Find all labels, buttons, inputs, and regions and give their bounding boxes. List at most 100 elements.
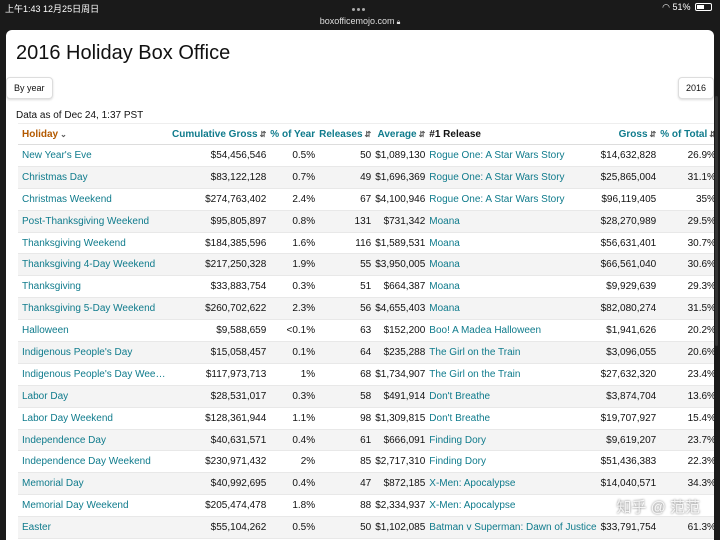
gross-cell: $1,941,626 [598,319,659,343]
holiday-link[interactable]: Christmas Day [18,166,170,189]
top-release-link[interactable]: Moana [427,210,599,233]
releases-cell: 47 [317,472,374,496]
gross-cell: $82,080,274 [598,297,659,321]
holiday-link[interactable]: Memorial Day Weekend [18,494,170,518]
average-cell: $1,589,531 [373,232,428,255]
column-header-holiday[interactable]: Holiday ⌄ [18,123,170,145]
percent-total-cell: 26.9% [658,144,714,167]
cumulative-gross-cell: $274,763,402 [170,188,269,211]
gross-cell: $3,874,704 [598,385,659,408]
average-cell: $152,200 [373,319,428,343]
cumulative-gross-cell: $55,104,262 [170,516,269,540]
cumulative-gross-cell: $117,973,713 [170,363,269,386]
cumulative-gross-cell: $15,058,457 [170,341,269,364]
table-row: Post-Thanksgiving Weekend $95,805,897 0.8%… [18,210,714,233]
top-release-link[interactable]: X-Men: Apocalypse [427,472,599,496]
holiday-link[interactable]: Thanksgiving [18,275,170,299]
cumulative-gross-cell: $40,992,695 [170,472,269,496]
top-release-link[interactable]: Finding Dory [427,429,599,452]
table-row: Independence Day $40,631,571 0.4% 61 $666,09… [18,429,714,452]
holiday-link[interactable]: Halloween [18,319,170,343]
holiday-link[interactable]: Christmas Weekend [18,188,170,211]
holiday-link[interactable]: Indigenous People's Day Weekend [18,363,170,386]
table-row: Memorial Day Weekend $205,474,478 1.8% 88 $2… [18,494,714,518]
top-release-link[interactable]: Moana [427,232,599,255]
percent-total-cell: 29.3% [658,275,714,299]
table-row: Thanksgiving 4-Day Weekend $217,250,328 1.… [18,253,714,277]
holiday-link[interactable]: New Year's Eve [18,144,170,167]
releases-cell: 49 [317,166,374,189]
average-cell: $2,717,310 [373,450,428,474]
column-header-percent-year[interactable]: % of Year [268,123,318,145]
gross-cell: $96,119,405 [598,188,659,211]
column-header-gross[interactable]: Gross ⇵ [598,123,659,145]
holiday-link[interactable]: Labor Day Weekend [18,407,170,430]
column-header-releases[interactable]: Releases ⇵ [317,123,374,145]
holiday-link[interactable]: Thanksgiving 5-Day Weekend [18,297,170,321]
percent-year-cell: 0.7% [268,166,318,189]
releases-cell: 68 [317,363,374,386]
battery-icon [695,3,712,11]
column-header-cumulative-gross[interactable]: Cumulative Gross ⇵ [170,123,269,145]
top-release-link[interactable]: Don't Breathe [427,407,599,430]
average-cell: $235,288 [373,341,428,364]
percent-total-cell: 34.3% [658,472,714,496]
gross-cell: $28,270,989 [598,210,659,233]
url-bar[interactable]: boxofficemojo.com 🔒︎ [0,16,720,30]
holiday-link[interactable]: Thanksgiving Weekend [18,232,170,255]
watermark: 知乎 @ 范范 [616,499,700,516]
percent-year-cell: 0.1% [268,341,318,364]
column-header-percent-total[interactable]: % of Total ⇵ [658,123,714,145]
gross-cell: $19,707,927 [598,407,659,430]
table-row: Thanksgiving 5-Day Weekend $260,702,622 2.… [18,297,714,321]
top-release-link[interactable]: Don't Breathe [427,385,599,408]
percent-year-cell: 0.4% [268,429,318,452]
table-row: Easter $55,104,262 0.5% 50 $1,102,085 Batman … [18,516,714,540]
top-release-link[interactable]: The Girl on the Train [427,341,599,364]
page-title: 2016 Holiday Box Office [16,42,231,64]
by-year-button[interactable]: By year [6,77,53,99]
year-select[interactable]: 2016 [677,77,714,99]
top-release-link[interactable]: The Girl on the Train [427,363,599,386]
percent-total-cell: 61.3% [658,516,714,540]
top-release-link[interactable]: Moana [427,297,599,321]
top-release-link[interactable]: Rogue One: A Star Wars Story [427,188,599,211]
gross-cell: $9,929,639 [598,275,659,299]
column-header-average[interactable]: Average ⇵ [373,123,428,145]
holiday-link[interactable]: Post-Thanksgiving Weekend [18,210,170,233]
top-release-link[interactable]: X-Men: Apocalypse [427,494,599,518]
percent-year-cell: 1.6% [268,232,318,255]
top-release-link[interactable]: Batman v Superman: Dawn of Justice [427,516,599,540]
top-release-link[interactable]: Rogue One: A Star Wars Story [427,144,599,167]
holiday-link[interactable]: Independence Day [18,429,170,452]
top-release-link[interactable]: Rogue One: A Star Wars Story [427,166,599,189]
page: 2016 Holiday Box Office By year 2016 Dat… [6,30,714,540]
holiday-table: Holiday ⌄ Cumulative Gross ⇵ % of Year Rel… [18,123,714,540]
holiday-link[interactable]: Thanksgiving 4-Day Weekend [18,253,170,277]
tab-dots-icon[interactable] [352,3,370,11]
releases-cell: 131 [317,210,374,233]
holiday-link[interactable]: Easter [18,516,170,540]
top-release-link[interactable]: Moana [427,275,599,299]
top-release-link[interactable]: Moana [427,253,599,277]
average-cell: $1,309,815 [373,407,428,430]
holiday-link[interactable]: Labor Day [18,385,170,408]
top-release-link[interactable]: Boo! A Madea Halloween [427,319,599,343]
average-cell: $1,734,907 [373,363,428,386]
cumulative-gross-cell: $217,250,328 [170,253,269,277]
percent-total-cell: 23.4% [658,363,714,386]
percent-year-cell: <0.1% [268,319,318,343]
holiday-link[interactable]: Independence Day Weekend [18,450,170,474]
cumulative-gross-cell: $28,531,017 [170,385,269,408]
sort-icon: ⇵ [418,129,426,139]
table-row: Labor Day $28,531,017 0.3% 58 $491,914 Don't … [18,385,714,408]
top-release-link[interactable]: Finding Dory [427,450,599,474]
cumulative-gross-cell: $184,385,596 [170,232,269,255]
releases-cell: 116 [317,232,374,255]
releases-cell: 61 [317,429,374,452]
holiday-link[interactable]: Memorial Day [18,472,170,496]
table-row: Labor Day Weekend $128,361,944 1.1% 98 $1,30… [18,407,714,430]
percent-year-cell: 0.4% [268,472,318,496]
scrollbar[interactable] [715,96,718,346]
holiday-link[interactable]: Indigenous People's Day [18,341,170,364]
